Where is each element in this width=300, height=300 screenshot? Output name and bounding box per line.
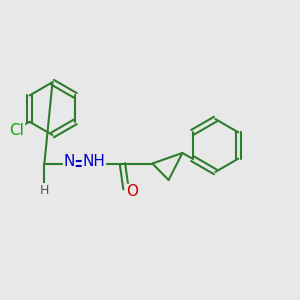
Text: NH: NH: [82, 154, 105, 169]
Text: N: N: [64, 154, 75, 169]
Text: Cl: Cl: [10, 123, 25, 138]
Text: O: O: [127, 184, 139, 200]
Text: H: H: [40, 184, 49, 197]
